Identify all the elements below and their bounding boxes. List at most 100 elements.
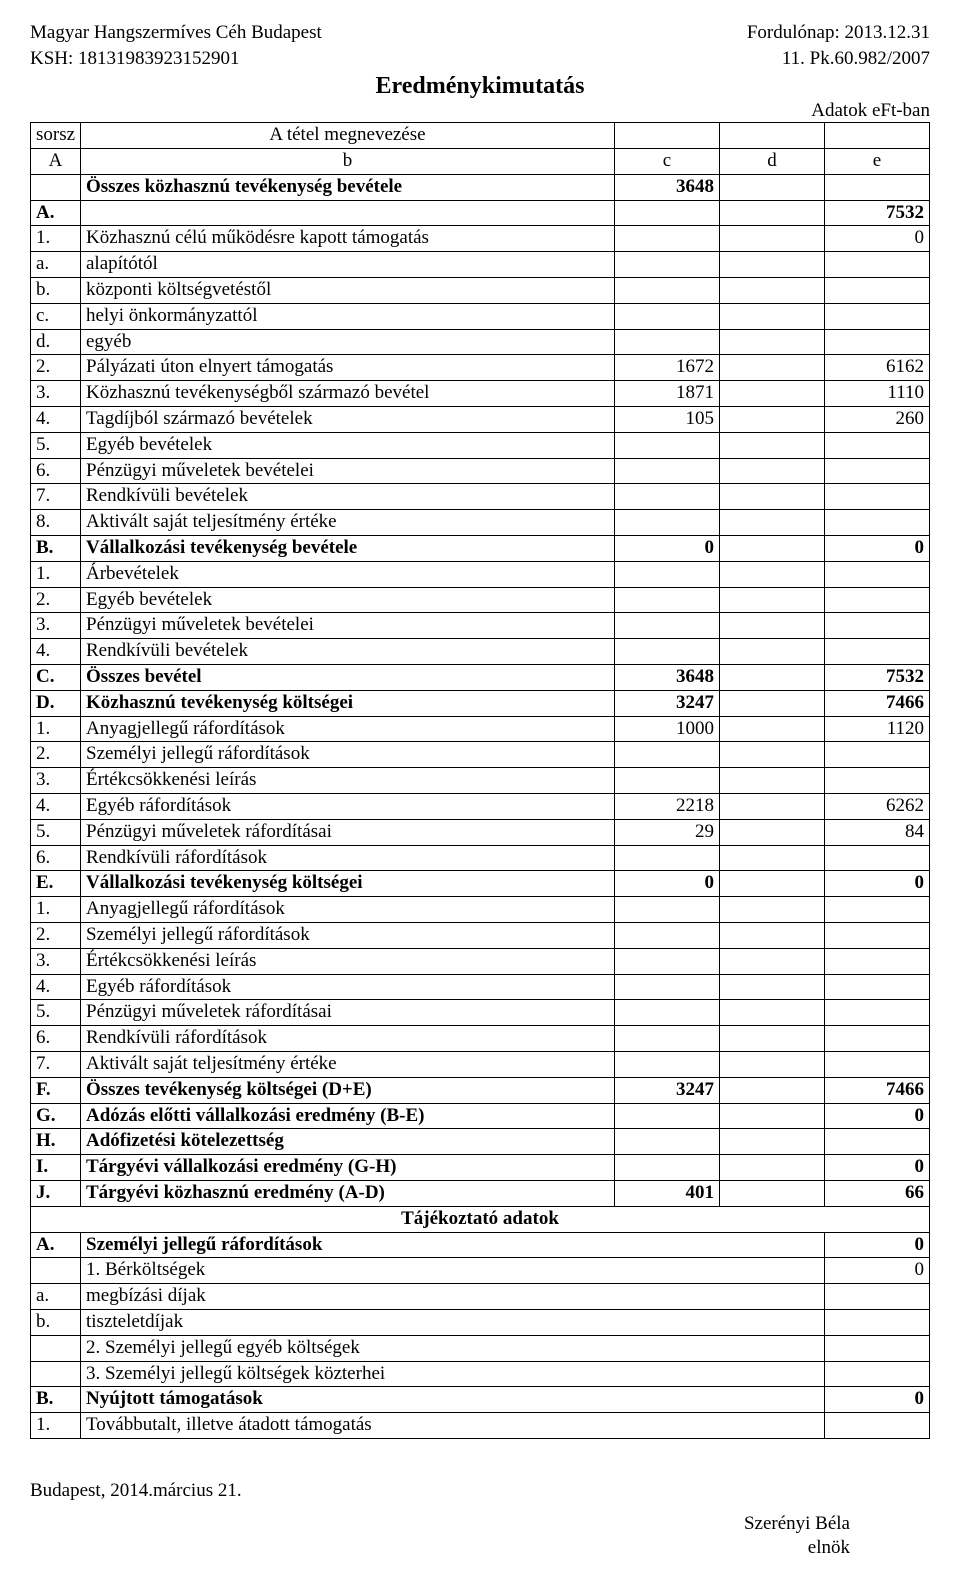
cell-e [825, 1051, 930, 1077]
cell-e [825, 1129, 930, 1155]
cell-label: Egyéb ráfordítások [81, 794, 615, 820]
cell-c [615, 922, 720, 948]
cell-e [825, 587, 930, 613]
cell-e [825, 768, 930, 794]
cell-label: Vállalkozási tevékenység költségei [81, 871, 615, 897]
cell-e [825, 458, 930, 484]
table-row: 2.Pályázati úton elnyert támogatás167261… [31, 355, 930, 381]
cell-e [825, 174, 930, 200]
cell-label: 3. Személyi jellegű költségek közterhei [81, 1361, 825, 1387]
header-row-1: sorsz A tétel megnevezése [31, 123, 930, 149]
cell-c [615, 432, 720, 458]
cell-c: 1871 [615, 381, 720, 407]
cell-sorsz: J. [31, 1180, 81, 1206]
cell-label: alapítótól [81, 252, 615, 278]
table-row: 5.Pénzügyi műveletek ráfordításai [31, 1000, 930, 1026]
cell-e [825, 329, 930, 355]
cell-label: Összes közhasznú tevékenység bevétele [81, 174, 615, 200]
cell-d [720, 278, 825, 304]
cell-label: Személyi jellegű ráfordítások [81, 1232, 825, 1258]
col-sorsz: sorsz [31, 123, 81, 149]
cell-label: Rendkívüli bevételek [81, 639, 615, 665]
cell-c: 2218 [615, 794, 720, 820]
cell-d [720, 1180, 825, 1206]
table-row: G.Adózás előtti vállalkozási eredmény (B… [31, 1103, 930, 1129]
cell-e [825, 974, 930, 1000]
cell-c [615, 1026, 720, 1052]
cell-e: 1110 [825, 381, 930, 407]
cell-d [720, 974, 825, 1000]
cell-sorsz: 3. [31, 768, 81, 794]
document-title: Eredménykimutatás [30, 73, 930, 100]
cell-e: 0 [825, 226, 930, 252]
cell-label: Vállalkozási tevékenység bevétele [81, 536, 615, 562]
cell-d [720, 355, 825, 381]
ksh-code: KSH: 18131983923152901 [30, 46, 240, 72]
cell-label: 2. Személyi jellegű egyéb költségek [81, 1335, 825, 1361]
cell-sorsz: 6. [31, 845, 81, 871]
cell-sorsz [31, 1335, 81, 1361]
cell-sorsz: 1. [31, 561, 81, 587]
cell-sorsz: a. [31, 252, 81, 278]
table-row: 1.Anyagjellegű ráfordítások10001120 [31, 716, 930, 742]
cell-sorsz: a. [31, 1284, 81, 1310]
cell-label: 1. Bérköltségek [81, 1258, 825, 1284]
cell-sorsz [31, 174, 81, 200]
cell-e: 0 [825, 1387, 930, 1413]
col-d-label: d [720, 149, 825, 175]
cell-label: Pénzügyi műveletek ráfordításai [81, 819, 615, 845]
cell-d [720, 819, 825, 845]
cell-sorsz: E. [31, 871, 81, 897]
cell-c [615, 561, 720, 587]
cell-d [720, 432, 825, 458]
table-row: c.helyi önkormányzattól [31, 303, 930, 329]
cell-e [825, 484, 930, 510]
col-c-blank [615, 123, 720, 149]
cell-c [615, 226, 720, 252]
table-row: I.Tárgyévi vállalkozási eredmény (G-H)0 [31, 1155, 930, 1181]
cell-label: helyi önkormányzattól [81, 303, 615, 329]
cell-d [720, 174, 825, 200]
cell-c: 3648 [615, 665, 720, 691]
cell-d [720, 484, 825, 510]
table-row: d.egyéb [31, 329, 930, 355]
cell-c [615, 1103, 720, 1129]
cell-label: Tárgyévi közhasznú eredmény (A-D) [81, 1180, 615, 1206]
cell-c [615, 897, 720, 923]
table-row: 7.Aktivált saját teljesítmény értéke [31, 1051, 930, 1077]
table-row: 2.Egyéb bevételek [31, 587, 930, 613]
cell-c: 1672 [615, 355, 720, 381]
cell-sorsz: 5. [31, 432, 81, 458]
cell-c [615, 1051, 720, 1077]
cell-label: Rendkívüli ráfordítások [81, 845, 615, 871]
cell-c: 105 [615, 407, 720, 433]
cell-e: 0 [825, 1103, 930, 1129]
cell-sorsz: 4. [31, 639, 81, 665]
cell-sorsz [31, 1258, 81, 1284]
cell-sorsz: b. [31, 1309, 81, 1335]
cell-d [720, 510, 825, 536]
cell-d [720, 536, 825, 562]
income-statement-table: sorsz A tétel megnevezése A b c d e Össz… [30, 122, 930, 1439]
col-A: A [31, 149, 81, 175]
cell-e: 7532 [825, 665, 930, 691]
cell-d [720, 1051, 825, 1077]
cell-sorsz: A. [31, 200, 81, 226]
cell-label: Adózás előtti vállalkozási eredmény (B-E… [81, 1103, 615, 1129]
cell-d [720, 381, 825, 407]
cell-d [720, 1155, 825, 1181]
cell-e [825, 845, 930, 871]
cell-c: 29 [615, 819, 720, 845]
table-row: B.Nyújtott támogatások0 [31, 1387, 930, 1413]
cell-c [615, 587, 720, 613]
table-row: 1.Anyagjellegű ráfordítások [31, 897, 930, 923]
cell-d [720, 845, 825, 871]
table-row: 6.Rendkívüli ráfordítások [31, 1026, 930, 1052]
table-row: 1. Bérköltségek0 [31, 1258, 930, 1284]
cell-sorsz: B. [31, 1387, 81, 1413]
cell-d [720, 1129, 825, 1155]
cell-e [825, 742, 930, 768]
table-row: 1.Árbevételek [31, 561, 930, 587]
table-row: 2.Személyi jellegű ráfordítások [31, 922, 930, 948]
cell-label: Pályázati úton elnyert támogatás [81, 355, 615, 381]
